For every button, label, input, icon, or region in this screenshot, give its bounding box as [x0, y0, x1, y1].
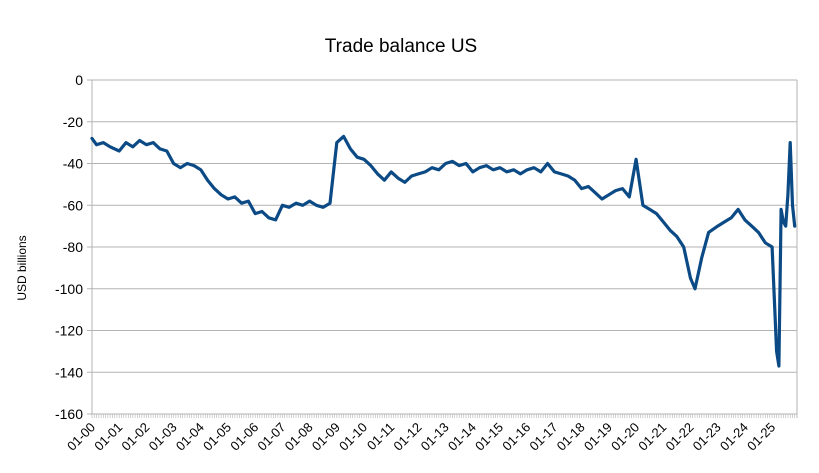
y-tick-label: -20 — [63, 114, 83, 130]
y-tick-label: -160 — [55, 406, 83, 422]
y-tick-label: -80 — [63, 239, 83, 255]
y-tick-label: -40 — [63, 156, 83, 172]
y-tick-label: -100 — [55, 281, 83, 297]
series-line — [90, 134, 797, 368]
y-tick-label: -60 — [63, 197, 83, 213]
chart-title: Trade balance US — [325, 36, 477, 57]
series-group — [90, 134, 797, 368]
y-tick-label: -140 — [55, 364, 83, 380]
y-tick-labels: 0 -20 -40 -60 -80 -100 -120 -140 -160 — [55, 72, 83, 422]
y-tick-label: -120 — [55, 323, 83, 339]
y-tick-label: 0 — [75, 72, 83, 88]
y-axis-label: USD billions — [15, 235, 29, 300]
